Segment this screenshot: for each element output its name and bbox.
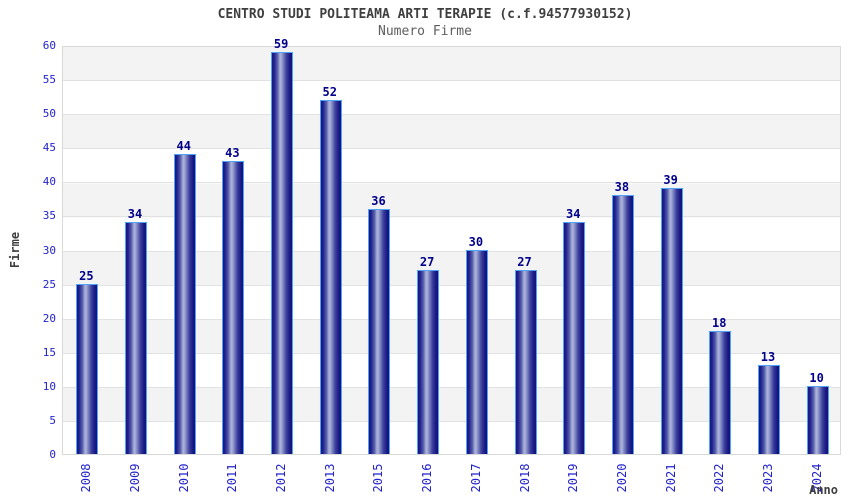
x-tick-label-2013: 2013	[322, 463, 337, 493]
gridline	[63, 284, 840, 286]
x-tick-label-2019: 2019	[566, 463, 581, 493]
bar-2012[interactable]	[271, 51, 294, 454]
y-axis-title: Firme	[8, 231, 22, 269]
gridline	[63, 114, 840, 116]
y-tick-label: 35	[42, 209, 56, 223]
gridline	[63, 420, 840, 422]
x-tick-label-2012: 2012	[274, 463, 289, 493]
x-tick-label-2009: 2009	[128, 463, 143, 493]
y-tick-label: 30	[42, 243, 56, 257]
x-tick-label-2016: 2016	[420, 463, 435, 493]
x-axis-title: Anno	[809, 483, 838, 497]
x-tick-label-2021: 2021	[663, 463, 678, 493]
bar-2008[interactable]	[76, 283, 99, 454]
bar-2021[interactable]	[660, 188, 683, 454]
y-tick-label: 50	[42, 107, 56, 121]
x-tick-label-2018: 2018	[517, 463, 532, 493]
gridline	[63, 250, 840, 252]
bar-2016[interactable]	[417, 269, 440, 454]
bar-2009[interactable]	[125, 222, 148, 454]
bar-2011[interactable]	[222, 160, 245, 454]
bar-2022[interactable]	[709, 331, 732, 454]
gridline	[63, 318, 840, 320]
y-tick-label: 40	[42, 175, 56, 189]
x-tick-label-2023: 2023	[760, 463, 775, 493]
bar-2010[interactable]	[173, 154, 196, 454]
bar-2019[interactable]	[563, 222, 586, 454]
x-tick-label-2011: 2011	[225, 463, 240, 493]
gridline	[63, 182, 840, 184]
gridline	[63, 148, 840, 150]
y-tick-label: 5	[49, 413, 56, 427]
y-tick-label: 45	[42, 141, 56, 155]
bar-2013[interactable]	[319, 99, 342, 454]
y-tick-label: 25	[42, 277, 56, 291]
chart-subtitle: Numero Firme	[378, 24, 472, 39]
y-tick-label: 15	[42, 345, 56, 359]
y-tick-label: 10	[42, 379, 56, 393]
x-tick-label-2008: 2008	[79, 463, 94, 493]
bar-2020[interactable]	[611, 194, 634, 454]
y-tick-label: 20	[42, 311, 56, 325]
bar-2017[interactable]	[465, 249, 488, 454]
gridline	[63, 352, 840, 354]
bar-2015[interactable]	[368, 208, 391, 454]
x-tick-label-2010: 2010	[176, 463, 191, 493]
y-tick-label: 60	[42, 39, 56, 52]
bar-2024[interactable]	[806, 385, 829, 454]
x-tick-label-2017: 2017	[468, 463, 483, 493]
y-tick-label: 0	[49, 448, 56, 461]
plot-area	[62, 46, 841, 455]
gridline	[63, 386, 840, 388]
y-tick-label: 55	[42, 73, 56, 87]
x-tick-label-2015: 2015	[371, 463, 386, 493]
gridline	[63, 216, 840, 218]
bar-2018[interactable]	[514, 269, 537, 454]
x-tick-label-2020: 2020	[614, 463, 629, 493]
gridline	[63, 80, 840, 82]
x-tick-label-2022: 2022	[712, 463, 727, 493]
chart-title: CENTRO STUDI POLITEAMA ARTI TERAPIE (c.f…	[217, 7, 633, 22]
bar-2023[interactable]	[757, 365, 780, 454]
